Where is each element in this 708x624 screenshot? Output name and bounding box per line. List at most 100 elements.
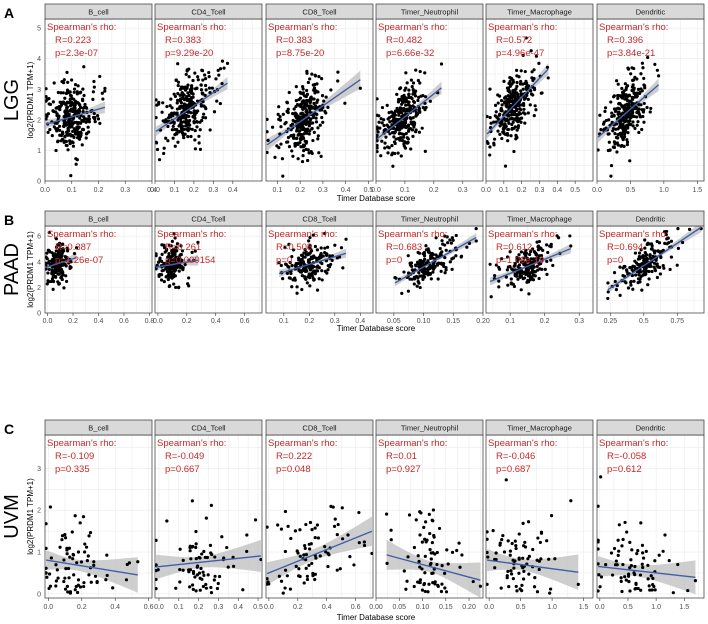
data-point [523,121,527,125]
data-point [281,277,285,281]
data-point [65,548,69,552]
data-point [304,522,308,527]
data-point [317,277,321,281]
data-point [486,582,489,586]
data-point [512,110,517,114]
data-point [209,551,213,555]
data-point [190,583,195,587]
data-point [640,261,645,266]
data-point [301,91,305,95]
data-point [301,85,305,89]
data-point [407,88,411,92]
data-point [217,73,221,77]
data-point [403,109,407,113]
data-point [388,132,392,136]
data-point [613,563,618,567]
data-point [287,242,291,246]
data-point [493,557,497,562]
data-point [75,590,80,595]
stat-header: Spearman's rho: [157,22,226,33]
data-point [279,579,284,583]
data-point [511,99,515,103]
data-point [611,145,615,149]
data-point [409,147,413,151]
data-point [431,508,435,512]
data-point [662,266,666,270]
x-tick-label: 0.1 [505,318,515,325]
data-point [65,246,69,250]
data-point [303,543,307,548]
regression-line [155,82,228,132]
stat-r-value: R=0.694 [607,242,643,253]
data-point [499,108,504,112]
facet-strip [44,419,153,436]
data-point [445,548,449,552]
regression-line [607,226,702,291]
data-point [656,265,660,269]
data-point [184,72,188,77]
data-point [85,131,89,135]
data-point [503,96,507,100]
data-point [190,545,194,549]
data-point [192,112,196,116]
data-point [645,105,649,110]
x-tick-label: 0.4 [552,187,562,194]
data-point [506,265,511,269]
data-point [76,125,80,130]
data-point [383,127,387,132]
data-point [406,289,410,293]
data-point [448,238,452,242]
data-point [624,87,628,92]
data-point [655,239,659,244]
data-point [524,36,528,40]
facet-strip [265,3,374,20]
plot-background [597,19,704,181]
stat-p-value: p=0.667 [165,464,200,475]
data-point [618,293,622,297]
data-point [530,267,534,271]
data-point [395,106,399,111]
data-point [459,255,463,259]
x-tick-label: 0.2 [194,604,204,611]
data-point [545,65,550,69]
x-tick-label: 0.6 [119,318,129,325]
data-point [406,123,411,127]
data-point [494,110,498,114]
data-point [486,530,489,534]
data-point [599,575,604,579]
data-point [516,259,520,264]
data-point [639,72,643,76]
data-point [569,244,573,248]
data-point [83,542,87,546]
x-tick-label: 0.6 [144,604,154,611]
data-point [54,106,58,110]
facet-strip [154,419,263,436]
data-point [302,132,306,136]
data-point [306,158,310,163]
facet-strip-label: CD4_Tcell [191,424,226,433]
data-point [45,263,48,267]
data-point [84,136,88,140]
data-point [187,75,191,79]
data-point [631,124,635,128]
data-point [291,112,295,116]
data-point [531,278,536,282]
stat-p-value: p=1.06e-19 [496,255,544,266]
data-point [421,105,425,110]
data-point [178,106,182,110]
data-point [312,278,316,282]
data-point [283,549,288,554]
data-point [615,79,619,83]
data-point [506,569,510,573]
data-point [455,548,459,553]
data-point [169,258,173,262]
stat-r-value: R=0.383 [165,35,201,46]
data-point [308,268,313,272]
plot-area [488,234,573,299]
data-point [426,590,430,594]
data-point [408,277,412,281]
data-point [308,520,313,525]
data-point [521,260,525,264]
data-point [155,103,159,107]
data-point [510,541,514,546]
